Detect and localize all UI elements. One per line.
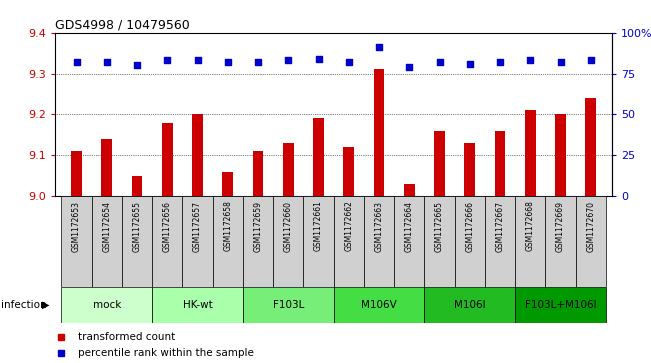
Bar (394, 196, 424, 287)
Bar (162, 123, 173, 196)
Bar (223, 171, 233, 196)
Bar (525, 110, 536, 196)
Text: GDS4998 / 10479560: GDS4998 / 10479560 (55, 19, 190, 32)
Point (313, 56, 324, 62)
Text: GSM1172654: GSM1172654 (102, 200, 111, 252)
Bar (61, 287, 152, 323)
Bar (92, 196, 122, 287)
Text: GSM1172664: GSM1172664 (405, 200, 414, 252)
Bar (303, 196, 333, 287)
Bar (585, 98, 596, 196)
Text: GSM1172656: GSM1172656 (163, 200, 172, 252)
Bar (495, 131, 505, 196)
Point (525, 57, 536, 63)
Bar (404, 184, 415, 196)
Bar (132, 176, 143, 196)
Text: GSM1172670: GSM1172670 (587, 200, 595, 252)
Bar (515, 287, 606, 323)
Bar (152, 287, 243, 323)
Bar (333, 287, 424, 323)
Bar (152, 196, 182, 287)
Bar (374, 69, 384, 196)
Bar (454, 196, 485, 287)
Text: M106V: M106V (361, 300, 397, 310)
Bar (102, 139, 112, 196)
Bar (434, 131, 445, 196)
Bar (333, 196, 364, 287)
Point (585, 57, 596, 63)
Bar (424, 287, 515, 323)
Point (555, 59, 566, 65)
Text: GSM1172657: GSM1172657 (193, 200, 202, 252)
Bar (61, 196, 92, 287)
Bar (283, 143, 294, 196)
Bar (182, 196, 213, 287)
Text: GSM1172653: GSM1172653 (72, 200, 81, 252)
Text: GSM1172665: GSM1172665 (435, 200, 444, 252)
Text: GSM1172655: GSM1172655 (133, 200, 141, 252)
Text: GSM1172669: GSM1172669 (556, 200, 565, 252)
Text: ▶: ▶ (42, 300, 49, 310)
Text: transformed count: transformed count (77, 332, 175, 342)
Bar (273, 196, 303, 287)
Text: HK-wt: HK-wt (183, 300, 212, 310)
Bar (243, 287, 333, 323)
Bar (364, 196, 394, 287)
Point (132, 62, 142, 68)
Bar (344, 147, 354, 196)
Point (495, 59, 505, 65)
Text: GSM1172666: GSM1172666 (465, 200, 475, 252)
Bar (575, 196, 606, 287)
Point (192, 57, 202, 63)
Bar (464, 143, 475, 196)
Bar (253, 151, 263, 196)
Point (404, 64, 415, 70)
Bar (213, 196, 243, 287)
Bar (546, 196, 575, 287)
Text: infection: infection (1, 300, 46, 310)
Bar (71, 151, 82, 196)
Bar (555, 114, 566, 196)
Text: M106I: M106I (454, 300, 486, 310)
Point (102, 59, 112, 65)
Bar (515, 196, 546, 287)
Bar (485, 196, 515, 287)
Text: GSM1172662: GSM1172662 (344, 200, 353, 252)
Text: GSM1172658: GSM1172658 (223, 200, 232, 252)
Bar (424, 196, 454, 287)
Point (283, 57, 294, 63)
Text: percentile rank within the sample: percentile rank within the sample (77, 348, 253, 358)
Point (374, 44, 384, 50)
Point (162, 57, 173, 63)
Bar (122, 196, 152, 287)
Bar (243, 196, 273, 287)
Point (223, 59, 233, 65)
Text: GSM1172668: GSM1172668 (526, 200, 534, 252)
Text: F103L+M106I: F103L+M106I (525, 300, 596, 310)
Point (434, 59, 445, 65)
Text: GSM1172663: GSM1172663 (374, 200, 383, 252)
Point (72, 59, 82, 65)
Bar (192, 114, 203, 196)
Text: GSM1172661: GSM1172661 (314, 200, 323, 252)
Bar (313, 118, 324, 196)
Text: GSM1172660: GSM1172660 (284, 200, 293, 252)
Text: GSM1172659: GSM1172659 (253, 200, 262, 252)
Text: F103L: F103L (273, 300, 304, 310)
Point (253, 59, 263, 65)
Text: GSM1172667: GSM1172667 (495, 200, 505, 252)
Point (465, 61, 475, 67)
Text: mock: mock (92, 300, 121, 310)
Point (344, 59, 354, 65)
